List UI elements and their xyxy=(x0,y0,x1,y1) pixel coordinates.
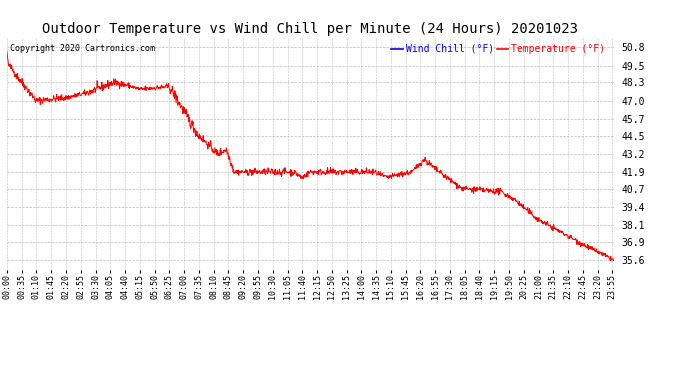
Text: Copyright 2020 Cartronics.com: Copyright 2020 Cartronics.com xyxy=(10,45,155,54)
Legend: Wind Chill (°F), Temperature (°F): Wind Chill (°F), Temperature (°F) xyxy=(387,40,609,58)
Title: Outdoor Temperature vs Wind Chill per Minute (24 Hours) 20201023: Outdoor Temperature vs Wind Chill per Mi… xyxy=(43,22,578,36)
